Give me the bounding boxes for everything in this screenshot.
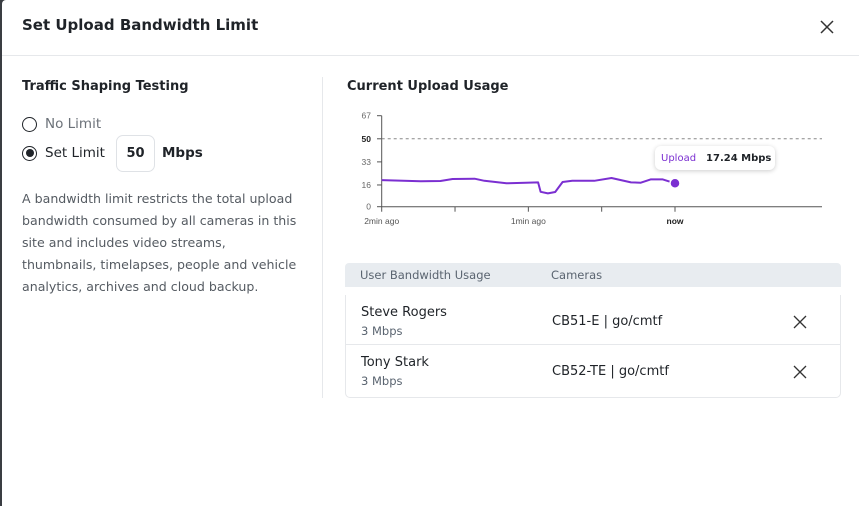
x-tick-label: 1min ago <box>511 216 546 226</box>
user-usage: 3 Mbps <box>361 324 403 338</box>
dialog-title: Set Upload Bandwidth Limit <box>22 16 259 34</box>
y-tick-label: 50 <box>362 134 372 144</box>
table-row: Tony Stark 3 Mbps CB52-TE | go/cmtf <box>346 346 840 396</box>
tooltip-value: 17.24 Mbps <box>706 152 772 164</box>
user-usage: 3 Mbps <box>361 374 403 388</box>
divider <box>322 77 323 398</box>
set-limit-radio[interactable]: Set Limit <box>22 145 105 161</box>
dialog-header: Set Upload Bandwidth Limit <box>2 0 859 56</box>
table-row: Steve Rogers 3 Mbps CB51-E | go/cmtf <box>346 295 840 345</box>
header-cameras: Cameras <box>551 268 603 282</box>
radio-selected-icon <box>22 145 37 161</box>
traffic-shaping-heading: Traffic Shaping Testing <box>22 79 189 94</box>
set-limit-label: Set Limit <box>45 145 105 161</box>
remove-icon[interactable] <box>792 364 808 380</box>
y-tick-label: 67 <box>362 111 372 121</box>
limit-input[interactable]: 50 <box>116 135 155 172</box>
y-tick-label: 16 <box>362 180 372 190</box>
close-icon[interactable] <box>816 16 838 38</box>
y-tick-label: 33 <box>362 157 372 167</box>
usage-heading: Current Upload Usage <box>347 79 509 94</box>
camera-name: CB51-E | go/cmtf <box>552 314 663 329</box>
current-point <box>669 177 681 190</box>
radio-unselected-icon <box>22 116 37 132</box>
header-user-usage: User Bandwidth Usage <box>360 268 491 282</box>
chart-tooltip: Upload 17.24 Mbps <box>655 146 775 170</box>
upload-usage-chart: 0 16 33 50 67 2min ago 1min ago now <box>362 111 822 226</box>
no-limit-label: No Limit <box>45 116 102 132</box>
limit-description: A bandwidth limit restricts the total up… <box>22 191 297 294</box>
y-tick-label: 0 <box>366 202 371 212</box>
limit-unit: Mbps <box>162 145 203 161</box>
table-header: User Bandwidth Usage Cameras <box>345 263 841 287</box>
x-tick-label: now <box>667 216 684 226</box>
upload-line <box>381 177 676 195</box>
user-name: Tony Stark <box>361 355 429 370</box>
camera-name: CB52-TE | go/cmtf <box>552 364 669 379</box>
no-limit-radio[interactable]: No Limit <box>22 116 101 132</box>
tooltip-label: Upload <box>661 152 697 164</box>
x-tick-label: 2min ago <box>364 216 399 226</box>
user-table: Steve Rogers 3 Mbps CB51-E | go/cmtf Ton… <box>345 295 841 398</box>
user-name: Steve Rogers <box>361 305 447 320</box>
remove-icon[interactable] <box>792 314 808 330</box>
